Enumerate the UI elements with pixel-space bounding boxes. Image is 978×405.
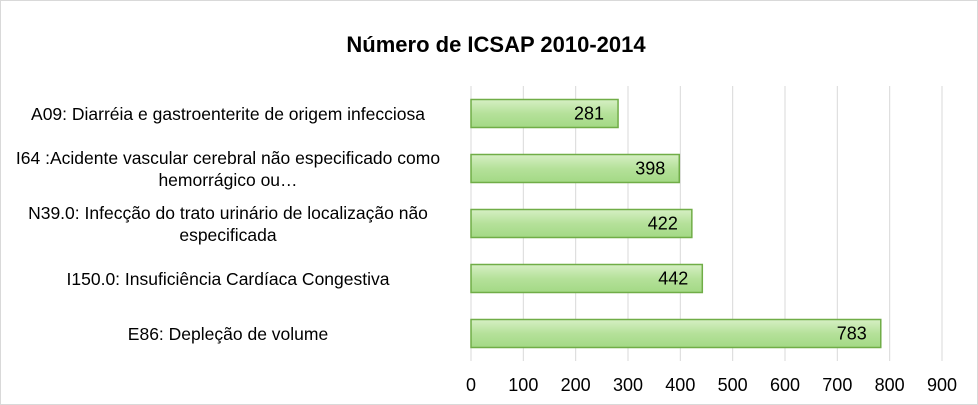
value-label: 442 xyxy=(658,268,688,288)
bar xyxy=(470,153,681,184)
x-tick-label: 300 xyxy=(613,375,643,395)
x-tick-label: 600 xyxy=(770,375,800,395)
x-tick-label: 900 xyxy=(927,375,957,395)
x-tick-label: 800 xyxy=(875,375,905,395)
y-tick-label: I150.0: Insuficiência Cardíaca Congestiv… xyxy=(66,268,390,289)
x-tick-label: 0 xyxy=(466,375,476,395)
chart-title: Número de ICSAP 2010-2014 xyxy=(346,32,646,57)
y-tick-label: A09: Diarréia e gastroenterite de origem… xyxy=(31,103,425,124)
bar xyxy=(470,208,693,239)
bar xyxy=(470,318,882,349)
x-tick-label: 100 xyxy=(508,375,538,395)
value-label: 281 xyxy=(574,103,604,123)
y-tick-label: I64 :Acidente vascular cerebral não espe… xyxy=(15,147,441,190)
y-tick-label: E86: Depleção de volume xyxy=(127,323,329,344)
x-tick-label: 700 xyxy=(822,375,852,395)
x-tick-label: 200 xyxy=(561,375,591,395)
value-label: 398 xyxy=(635,158,665,178)
value-label: 783 xyxy=(837,323,867,343)
bar xyxy=(470,263,704,294)
x-tick-label: 400 xyxy=(665,375,695,395)
bar xyxy=(470,98,619,129)
y-tick-label: N39.0: Infecção do trato urinário de loc… xyxy=(28,202,428,245)
value-label: 422 xyxy=(648,213,678,233)
x-tick-label: 500 xyxy=(718,375,748,395)
